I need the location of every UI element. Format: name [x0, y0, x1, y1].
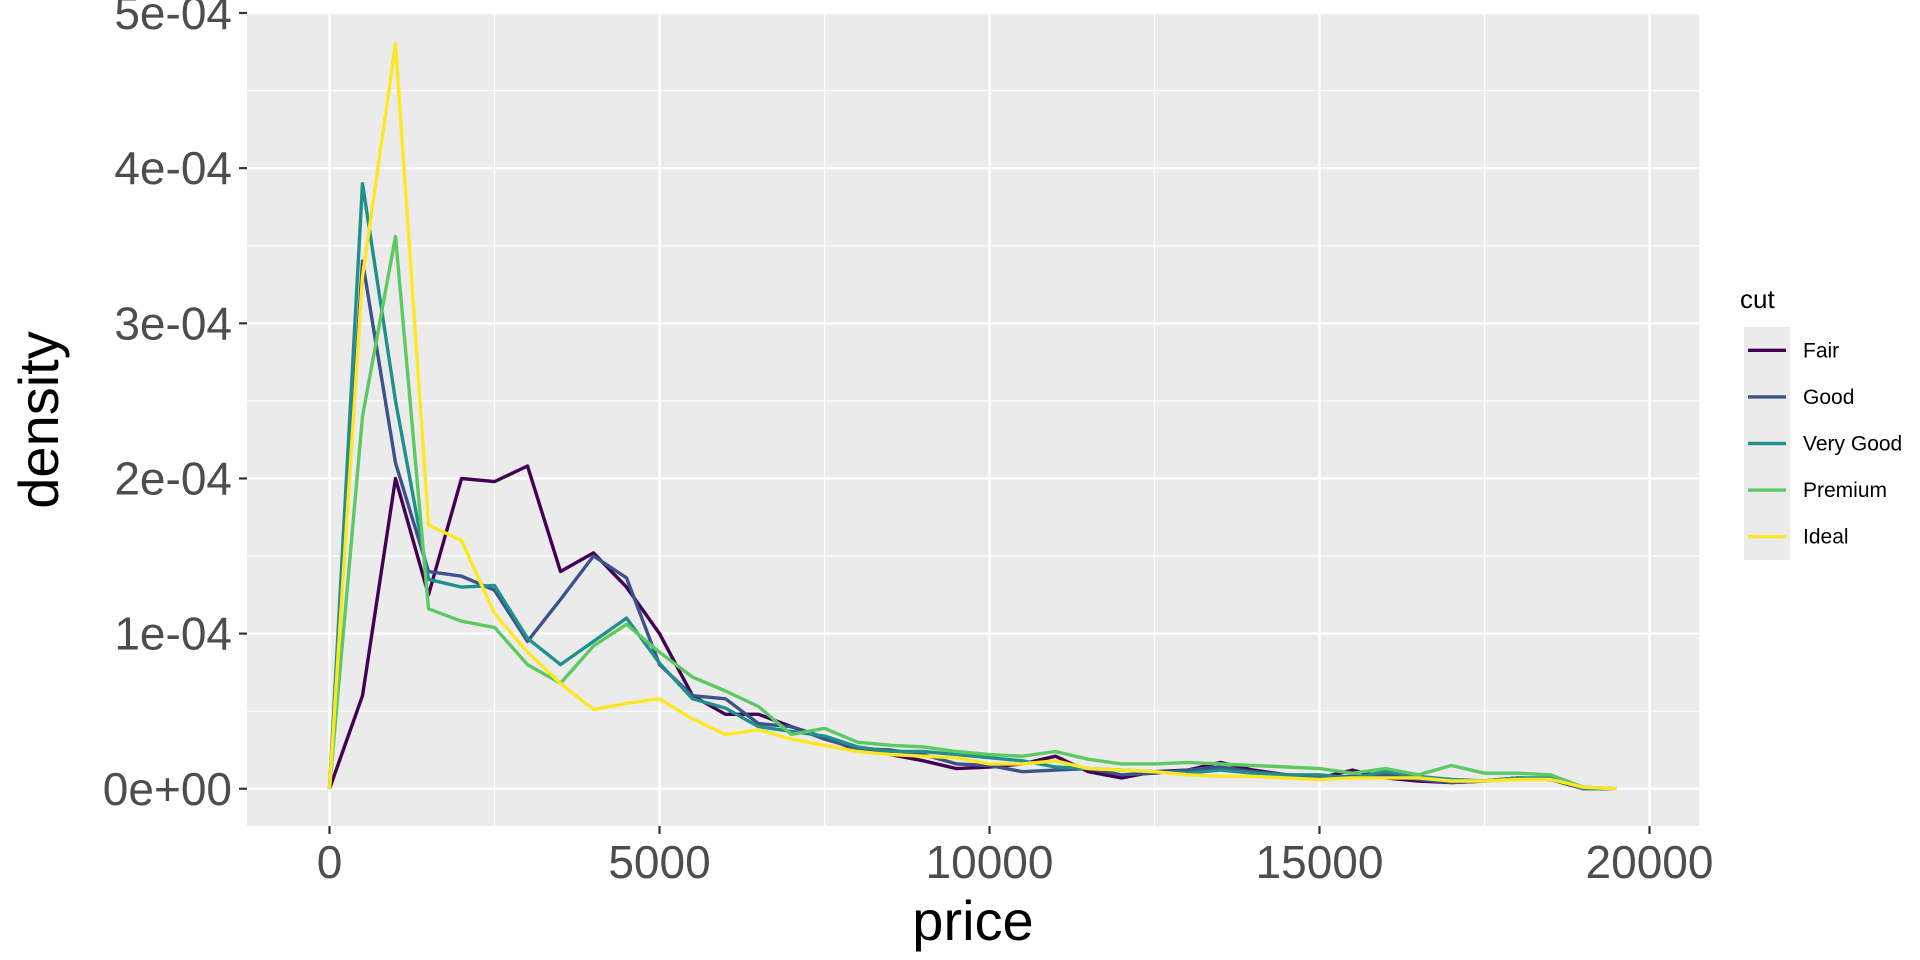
y-tick-label: 0e+00 — [103, 763, 232, 815]
y-tick-label: 3e-04 — [114, 297, 232, 349]
y-axis-title: density — [7, 331, 70, 508]
legend-label: Fair — [1803, 339, 1839, 362]
series-line-very-good — [327, 181, 1617, 791]
y-axis-labels: 0e+00 1e-04 2e-04 3e-04 4e-04 5e-04 — [103, 0, 232, 815]
x-tick-label: 5000 — [608, 836, 710, 888]
x-tick-label: 20000 — [1586, 836, 1714, 888]
x-axis-labels: 0 5000 10000 15000 20000 — [317, 836, 1714, 888]
legend-label: Ideal — [1803, 526, 1849, 549]
legend-label: Very Good — [1803, 433, 1902, 456]
x-axis-title: price — [912, 889, 1033, 952]
legend: cut Fair Good Very Good Premium Ideal — [1740, 284, 1902, 560]
major-grid — [247, 11, 1699, 826]
x-tick-label: 10000 — [926, 836, 1054, 888]
y-tick-label: 4e-04 — [114, 142, 232, 194]
series-lines — [327, 42, 1617, 791]
legend-label: Premium — [1803, 479, 1887, 502]
y-tick-label: 5e-04 — [114, 0, 232, 39]
plot-panel — [247, 13, 1699, 826]
legend-label: Good — [1803, 386, 1854, 409]
minor-grid — [247, 13, 1699, 826]
y-axis-ticks — [239, 11, 247, 790]
legend-title: cut — [1740, 284, 1775, 314]
series-line-ideal — [327, 42, 1617, 791]
legend-items: Fair Good Very Good Premium Ideal — [1748, 339, 1902, 549]
x-tick-label: 0 — [317, 836, 343, 888]
x-axis-ticks — [328, 826, 1651, 834]
series-line-premium — [327, 234, 1617, 791]
x-tick-label: 15000 — [1256, 836, 1384, 888]
y-tick-label: 1e-04 — [114, 608, 232, 660]
y-tick-label: 2e-04 — [114, 452, 232, 504]
